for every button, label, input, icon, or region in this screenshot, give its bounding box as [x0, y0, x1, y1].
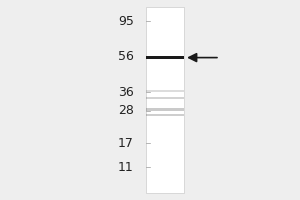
Text: 36: 36: [118, 86, 134, 99]
Text: 95: 95: [118, 15, 134, 28]
Bar: [146, 56, 184, 59]
Bar: [146, 90, 184, 92]
Text: 11: 11: [118, 161, 134, 174]
Bar: [146, 108, 184, 111]
Bar: [146, 97, 184, 99]
Text: 56: 56: [118, 50, 134, 63]
Text: 17: 17: [118, 137, 134, 150]
Bar: [146, 114, 184, 116]
Bar: [146, 7, 184, 193]
Text: 28: 28: [118, 104, 134, 117]
